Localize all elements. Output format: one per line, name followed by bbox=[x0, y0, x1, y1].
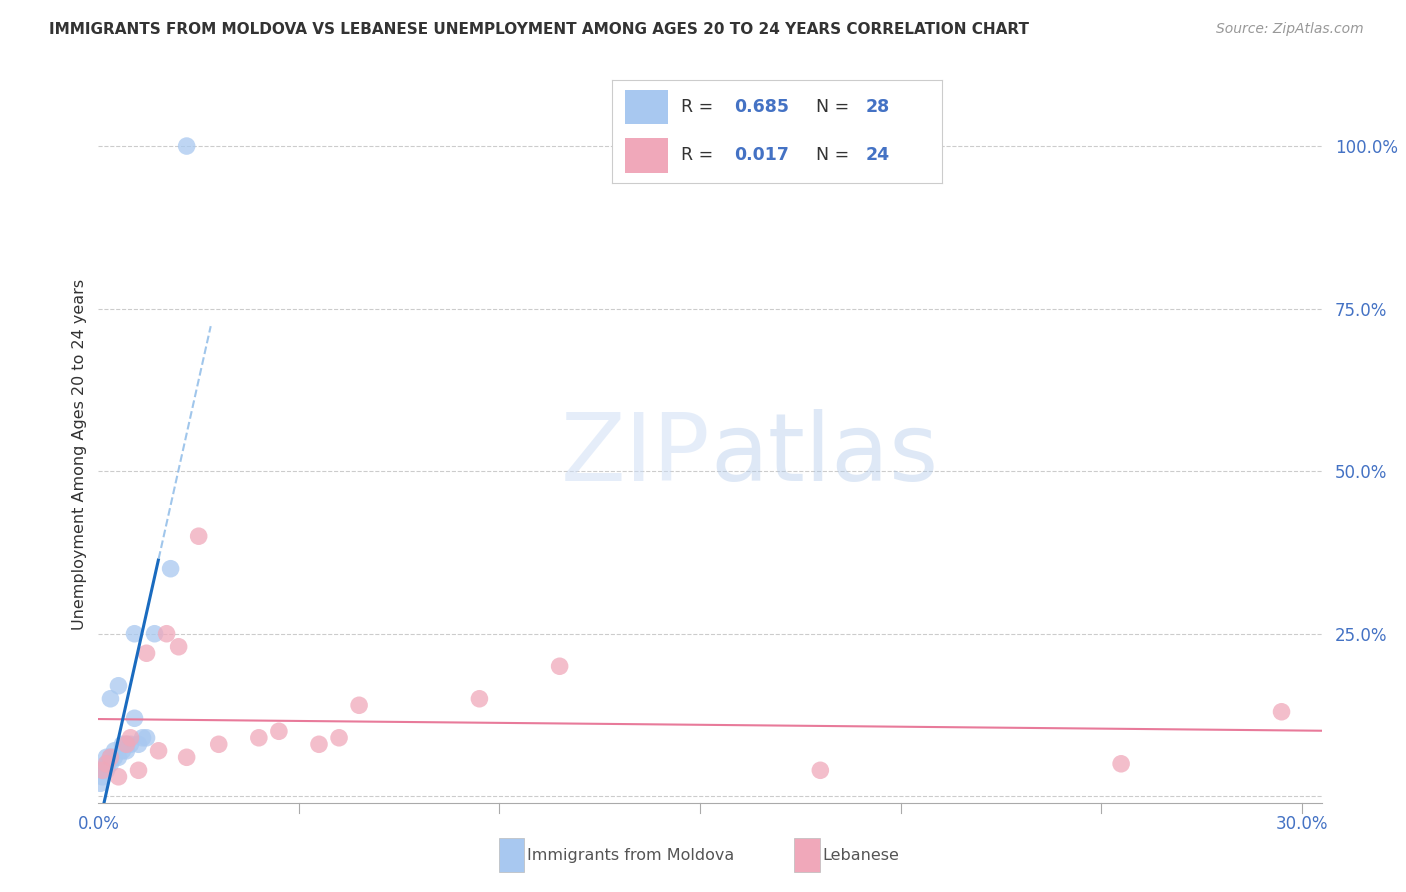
Point bbox=[128, 764, 150, 778]
Point bbox=[155, 626, 177, 640]
Point bbox=[468, 691, 491, 706]
Point bbox=[103, 744, 125, 758]
Point bbox=[135, 731, 157, 745]
Text: ZIP: ZIP bbox=[561, 409, 710, 501]
Text: 28: 28 bbox=[866, 98, 890, 116]
Point bbox=[124, 711, 146, 725]
Point bbox=[131, 731, 153, 745]
FancyBboxPatch shape bbox=[624, 89, 668, 124]
Point bbox=[1109, 756, 1132, 771]
Point bbox=[328, 731, 350, 745]
Point bbox=[100, 750, 122, 764]
Point bbox=[208, 737, 231, 751]
Point bbox=[91, 764, 114, 778]
Point bbox=[808, 764, 831, 778]
Point bbox=[159, 562, 181, 576]
Text: Immigrants from Moldova: Immigrants from Moldova bbox=[527, 848, 734, 863]
Point bbox=[148, 744, 170, 758]
Point bbox=[107, 679, 129, 693]
Point bbox=[115, 737, 138, 751]
Point bbox=[89, 776, 111, 790]
Point bbox=[143, 626, 166, 640]
Text: Source: ZipAtlas.com: Source: ZipAtlas.com bbox=[1216, 22, 1364, 37]
Point bbox=[107, 770, 129, 784]
Point bbox=[167, 640, 190, 654]
Point bbox=[96, 750, 118, 764]
Point bbox=[135, 646, 157, 660]
Text: 24: 24 bbox=[866, 146, 890, 164]
Point bbox=[247, 731, 270, 745]
Point bbox=[176, 750, 198, 764]
Y-axis label: Unemployment Among Ages 20 to 24 years: Unemployment Among Ages 20 to 24 years bbox=[72, 279, 87, 631]
Point bbox=[100, 691, 122, 706]
Text: Lebanese: Lebanese bbox=[823, 848, 900, 863]
Point bbox=[103, 750, 125, 764]
Point bbox=[91, 770, 114, 784]
Point bbox=[115, 737, 138, 751]
Point bbox=[100, 750, 122, 764]
Text: N =: N = bbox=[817, 146, 855, 164]
Point bbox=[176, 139, 198, 153]
Point bbox=[111, 737, 134, 751]
Point bbox=[91, 764, 114, 778]
Point bbox=[187, 529, 209, 543]
Text: R =: R = bbox=[681, 98, 718, 116]
Point bbox=[96, 764, 118, 778]
Point bbox=[96, 756, 118, 771]
Point bbox=[308, 737, 330, 751]
Text: 0.017: 0.017 bbox=[734, 146, 789, 164]
Point bbox=[96, 756, 118, 771]
Text: R =: R = bbox=[681, 146, 718, 164]
Text: atlas: atlas bbox=[710, 409, 938, 501]
Point bbox=[548, 659, 571, 673]
Point bbox=[100, 756, 122, 771]
Point bbox=[115, 744, 138, 758]
Text: 0.685: 0.685 bbox=[734, 98, 789, 116]
FancyBboxPatch shape bbox=[624, 137, 668, 173]
Point bbox=[347, 698, 370, 713]
Point bbox=[1270, 705, 1292, 719]
Point bbox=[124, 626, 146, 640]
Point bbox=[111, 744, 134, 758]
Point bbox=[97, 756, 120, 771]
Text: N =: N = bbox=[817, 98, 855, 116]
Point bbox=[120, 737, 142, 751]
Point bbox=[107, 750, 129, 764]
Point bbox=[267, 724, 290, 739]
Point bbox=[93, 764, 115, 778]
Point bbox=[128, 737, 150, 751]
Point bbox=[120, 731, 142, 745]
Text: IMMIGRANTS FROM MOLDOVA VS LEBANESE UNEMPLOYMENT AMONG AGES 20 TO 24 YEARS CORRE: IMMIGRANTS FROM MOLDOVA VS LEBANESE UNEM… bbox=[49, 22, 1029, 37]
